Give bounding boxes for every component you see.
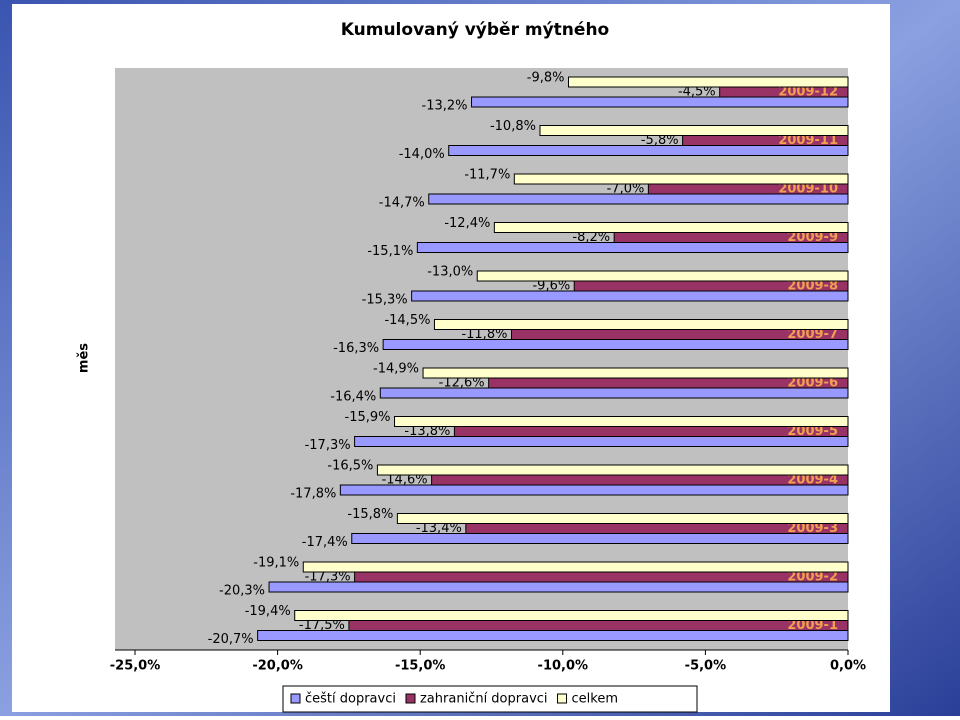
bar <box>376 464 849 476</box>
value-label: -15,8% <box>347 507 393 522</box>
bar <box>568 76 849 88</box>
x-tick-label: -5,0% <box>685 659 726 674</box>
value-label: -14,6% <box>382 473 428 488</box>
value-label: -14,7% <box>379 196 425 211</box>
legend-swatch <box>557 693 568 704</box>
value-label: -11,7% <box>464 168 510 183</box>
value-label: -4,5% <box>678 85 716 100</box>
legend-swatch <box>405 693 416 704</box>
legend-label: celkem <box>572 692 618 707</box>
bar <box>433 319 849 330</box>
x-tick-label: 0,0% <box>830 659 866 674</box>
category-label: 2009-6 <box>787 376 838 391</box>
category-label: 2009-12 <box>778 85 838 100</box>
plot-area <box>115 68 848 650</box>
category-label: 2009-4 <box>787 473 838 488</box>
chart-title: Kumulovaný výběr mýtného <box>341 20 609 40</box>
value-label: -12,4% <box>444 216 490 231</box>
bar <box>348 620 849 631</box>
value-label: -8,2% <box>572 230 610 245</box>
value-label: -11,8% <box>461 327 507 342</box>
bar <box>411 290 849 302</box>
bar <box>431 474 849 486</box>
bar <box>471 96 849 108</box>
value-label: -5,8% <box>641 133 679 148</box>
value-label: -20,7% <box>208 632 254 647</box>
value-label: -13,0% <box>427 265 473 280</box>
bar <box>257 630 849 641</box>
bar <box>268 581 849 593</box>
category-label: 2009-8 <box>787 279 838 294</box>
bar <box>382 339 849 350</box>
value-label: -14,9% <box>373 362 419 377</box>
bar <box>448 145 849 156</box>
value-label: -9,8% <box>527 71 565 86</box>
bar <box>294 610 849 621</box>
bar <box>513 173 849 185</box>
value-label: -10,8% <box>490 119 536 134</box>
value-label: -14,0% <box>399 147 445 162</box>
bar <box>539 125 849 136</box>
x-tick-label: -20,0% <box>252 659 303 674</box>
category-label: 2009-2 <box>787 570 838 585</box>
value-label: -13,8% <box>404 424 450 439</box>
legend-swatch <box>290 693 301 704</box>
value-label: -15,1% <box>367 244 413 259</box>
x-tick-label: -15,0% <box>395 659 446 674</box>
value-label: -13,4% <box>416 521 462 536</box>
bar <box>428 193 849 205</box>
x-tick-label: -25,0% <box>110 659 161 674</box>
y-axis-label: měs <box>77 343 92 373</box>
value-label: -15,3% <box>362 293 408 308</box>
value-label: -17,3% <box>305 438 351 453</box>
category-label: 2009-10 <box>778 182 838 197</box>
value-label: -9,6% <box>532 279 570 294</box>
category-label: 2009-3 <box>787 521 838 536</box>
value-label: -17,5% <box>299 618 345 633</box>
value-label: -19,1% <box>253 556 299 571</box>
value-label: -20,3% <box>219 584 265 599</box>
category-label: 2009-5 <box>787 424 838 439</box>
x-tick-label: -10,0% <box>538 659 589 674</box>
bar <box>302 561 849 573</box>
category-label: 2009-11 <box>778 133 838 148</box>
bar <box>394 416 849 427</box>
bar <box>354 571 849 583</box>
value-label: -15,9% <box>345 410 391 425</box>
value-label: -7,0% <box>607 182 645 197</box>
value-label: -16,3% <box>333 341 379 356</box>
legend-label: zahraniční dopravci <box>420 692 548 707</box>
category-label: 2009-7 <box>787 327 838 342</box>
value-label: -17,8% <box>290 487 336 502</box>
legend-label: čeští dopravci <box>305 692 396 707</box>
value-label: -17,3% <box>305 570 351 585</box>
bar <box>493 222 849 233</box>
value-label: -16,4% <box>330 390 376 405</box>
bar <box>396 513 849 524</box>
value-label: -16,5% <box>327 459 373 474</box>
bar <box>416 242 849 253</box>
value-label: -12,6% <box>439 376 485 391</box>
category-label: 2009-9 <box>787 230 838 245</box>
category-label: 2009-1 <box>787 618 838 633</box>
value-label: -17,4% <box>302 535 348 550</box>
value-label: -13,2% <box>422 99 468 114</box>
bar <box>476 270 849 282</box>
legend <box>282 685 698 713</box>
bar <box>422 367 849 379</box>
value-label: -14,5% <box>384 313 430 328</box>
value-label: -19,4% <box>245 604 291 619</box>
